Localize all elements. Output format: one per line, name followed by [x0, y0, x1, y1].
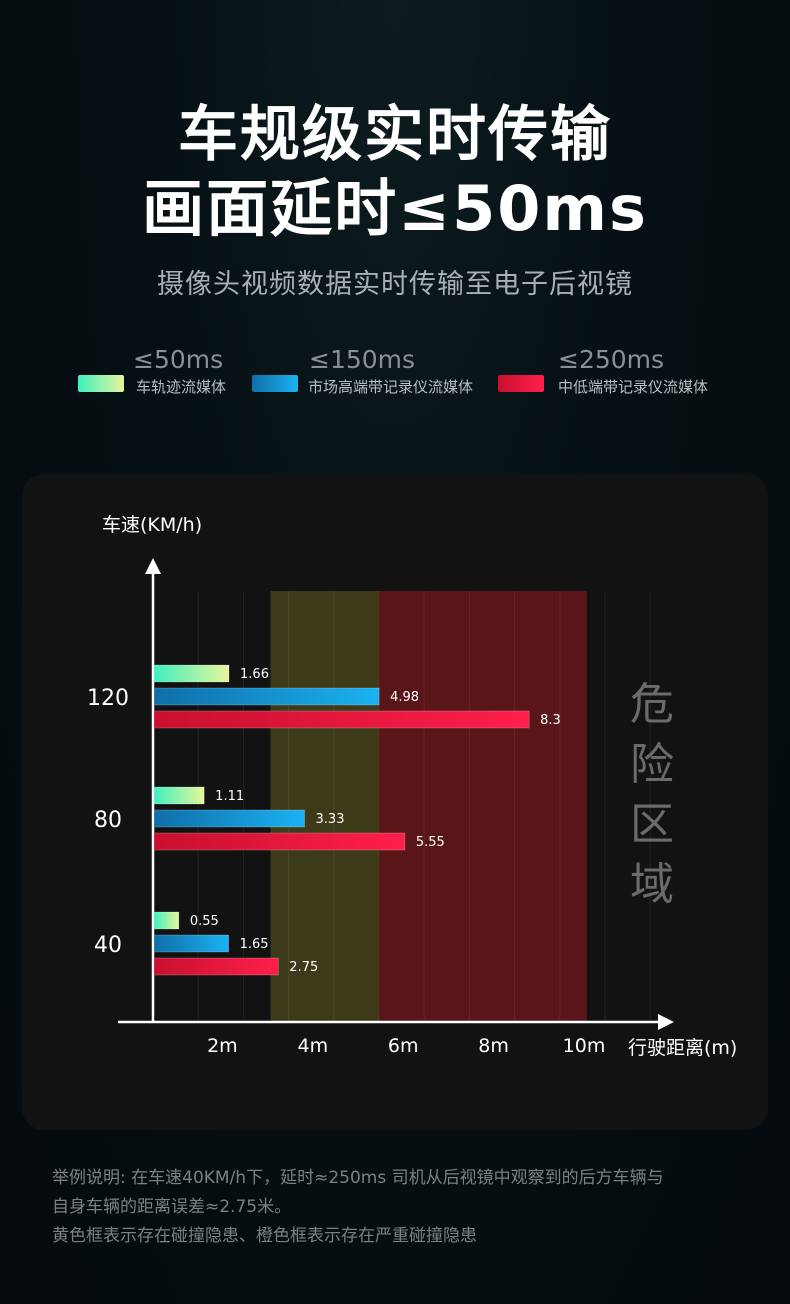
bar: [153, 710, 530, 729]
danger-zone-label: 区: [630, 799, 674, 850]
bar-value-label: 5.55: [416, 835, 445, 850]
y-tick-label: 120: [87, 686, 129, 711]
danger-zone-label: 险: [630, 739, 674, 790]
danger-zone-label: 域: [630, 859, 674, 910]
legend-label: 市场高端带记录仪流媒体: [308, 378, 474, 396]
bar-value-label: 0.55: [190, 914, 219, 929]
bar: [153, 809, 305, 828]
bar: [153, 687, 380, 706]
bar: [153, 664, 230, 683]
x-axis-label: 行驶距离(m): [628, 1037, 737, 1059]
legend-latency: ≤150ms: [309, 345, 416, 374]
note-line3: 黄色框表示存在碰撞隐患、橙色框表示存在严重碰撞隐患: [52, 1226, 477, 1246]
x-tick-label: 4m: [297, 1035, 328, 1057]
bar: [153, 911, 180, 930]
warning-zone: [270, 591, 379, 1022]
bar-value-label: 3.33: [316, 812, 345, 827]
bar: [153, 957, 279, 976]
page-title-line1: 车规级实时传输: [178, 100, 612, 170]
legend-latency: ≤50ms: [133, 345, 224, 374]
chart-card: 危险区域 车速(KM/h) 行驶距离(m) 2m 4m 6m 8m 10m 120 1.66 4.9…: [22, 474, 768, 1130]
note-line2: 自身车辆的距离误差≈2.75米。: [52, 1197, 292, 1217]
bar-value-label: 2.75: [289, 960, 318, 975]
legend-latency: ≤250ms: [558, 345, 665, 374]
bar-value-label: 8.3: [540, 713, 561, 728]
y-axis-label: 车速(KM/h): [102, 514, 202, 536]
page-subtitle: 摄像头视频数据实时传输至电子后视镜: [157, 269, 633, 300]
bar: [153, 786, 205, 805]
x-tick-label: 10m: [563, 1035, 606, 1057]
bar-value-label: 1.65: [240, 937, 269, 952]
bar-value-label: 1.66: [240, 667, 269, 682]
x-tick-label: 8m: [478, 1035, 509, 1057]
legend-swatch: [252, 375, 298, 392]
y-tick-label: 80: [94, 808, 122, 833]
danger-zone-label: 危: [630, 679, 674, 730]
legend-swatch: [498, 375, 544, 392]
x-tick-label: 6m: [388, 1035, 419, 1057]
danger-zone: [379, 591, 587, 1022]
legend-swatch: [78, 375, 124, 392]
x-tick-label: 2m: [207, 1035, 238, 1057]
y-axis-arrow: [145, 558, 161, 574]
legend-label: 中低端带记录仪流媒体: [558, 378, 709, 396]
bar-value-label: 4.98: [390, 690, 419, 705]
y-tick-label: 40: [94, 933, 122, 958]
bar: [153, 832, 406, 851]
bar: [153, 934, 229, 953]
x-axis-arrow: [658, 1014, 674, 1030]
page-title-line2: 画面延时≤50ms: [142, 172, 648, 245]
bar-value-label: 1.11: [215, 789, 244, 804]
note-line1: 举例说明: 在车速40KM/h下，延时≈250ms 司机从后视镜中观察到的后方车…: [52, 1168, 664, 1188]
legend-label: 车轨迹流媒体: [136, 378, 227, 396]
